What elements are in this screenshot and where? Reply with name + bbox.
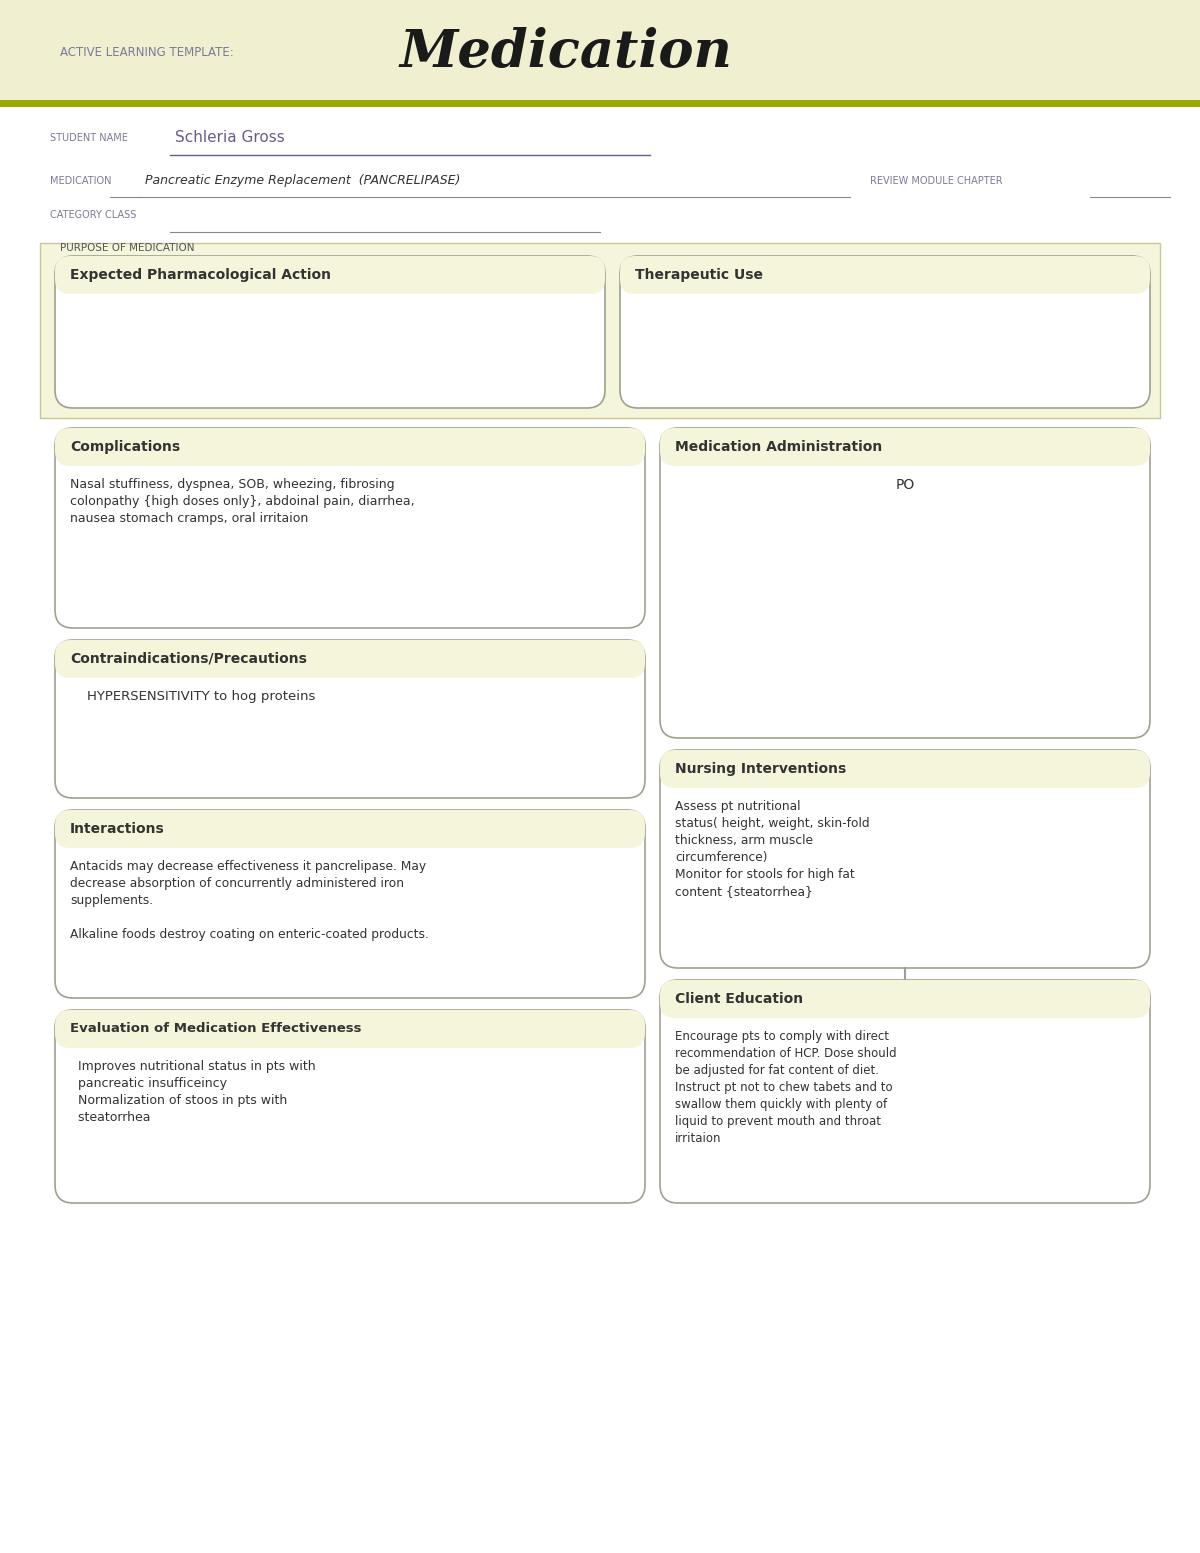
FancyBboxPatch shape xyxy=(660,429,1150,466)
Text: Assess pt nutritional
status( height, weight, skin-fold
thickness, arm muscle
ci: Assess pt nutritional status( height, we… xyxy=(674,800,870,898)
FancyBboxPatch shape xyxy=(55,1009,646,1204)
Text: MEDICATION: MEDICATION xyxy=(50,175,112,186)
Text: Pancreatic Enzyme Replacement  (PANCRELIPASE): Pancreatic Enzyme Replacement (PANCRELIP… xyxy=(145,174,461,188)
Text: Improves nutritional status in pts with
  pancreatic insufficeincy
  Normalizati: Improves nutritional status in pts with … xyxy=(70,1061,316,1124)
Text: Therapeutic Use: Therapeutic Use xyxy=(635,269,763,283)
Text: PURPOSE OF MEDICATION: PURPOSE OF MEDICATION xyxy=(60,242,194,253)
Text: Contraindications/Precautions: Contraindications/Precautions xyxy=(70,652,307,666)
Text: Client Education: Client Education xyxy=(674,992,803,1006)
Text: CATEGORY CLASS: CATEGORY CLASS xyxy=(50,210,137,221)
FancyBboxPatch shape xyxy=(55,640,646,798)
Text: Evaluation of Medication Effectiveness: Evaluation of Medication Effectiveness xyxy=(70,1022,361,1036)
FancyBboxPatch shape xyxy=(40,242,1160,418)
Text: Complications: Complications xyxy=(70,439,180,453)
FancyBboxPatch shape xyxy=(55,811,646,999)
FancyBboxPatch shape xyxy=(660,429,1150,738)
Text: PO: PO xyxy=(895,478,914,492)
Text: ACTIVE LEARNING TEMPLATE:: ACTIVE LEARNING TEMPLATE: xyxy=(60,47,234,59)
Text: Medication Administration: Medication Administration xyxy=(674,439,882,453)
FancyBboxPatch shape xyxy=(55,1009,646,1048)
FancyBboxPatch shape xyxy=(660,750,1150,968)
FancyBboxPatch shape xyxy=(55,256,605,408)
Text: Antacids may decrease effectiveness it pancrelipase. May
decrease absorption of : Antacids may decrease effectiveness it p… xyxy=(70,860,428,941)
Text: STUDENT NAME: STUDENT NAME xyxy=(50,134,128,143)
Text: Schleria Gross: Schleria Gross xyxy=(175,130,284,146)
Text: Medication: Medication xyxy=(400,28,733,79)
FancyBboxPatch shape xyxy=(55,640,646,679)
FancyBboxPatch shape xyxy=(55,429,646,466)
Text: Interactions: Interactions xyxy=(70,822,164,836)
FancyBboxPatch shape xyxy=(660,750,1150,787)
FancyBboxPatch shape xyxy=(620,256,1150,294)
Text: Nasal stuffiness, dyspnea, SOB, wheezing, fibrosing
colonpathy {high doses only}: Nasal stuffiness, dyspnea, SOB, wheezing… xyxy=(70,478,415,525)
Text: HYPERSENSITIVITY to hog proteins: HYPERSENSITIVITY to hog proteins xyxy=(70,690,316,704)
Text: Nursing Interventions: Nursing Interventions xyxy=(674,763,846,776)
FancyBboxPatch shape xyxy=(660,980,1150,1019)
FancyBboxPatch shape xyxy=(55,811,646,848)
FancyBboxPatch shape xyxy=(620,256,1150,408)
FancyBboxPatch shape xyxy=(55,256,605,294)
FancyBboxPatch shape xyxy=(55,429,646,627)
Text: Expected Pharmacological Action: Expected Pharmacological Action xyxy=(70,269,331,283)
FancyBboxPatch shape xyxy=(0,0,1200,102)
FancyBboxPatch shape xyxy=(660,980,1150,1204)
Text: REVIEW MODULE CHAPTER: REVIEW MODULE CHAPTER xyxy=(870,175,1003,186)
Text: Encourage pts to comply with direct
recommendation of HCP. Dose should
be adjust: Encourage pts to comply with direct reco… xyxy=(674,1030,896,1145)
